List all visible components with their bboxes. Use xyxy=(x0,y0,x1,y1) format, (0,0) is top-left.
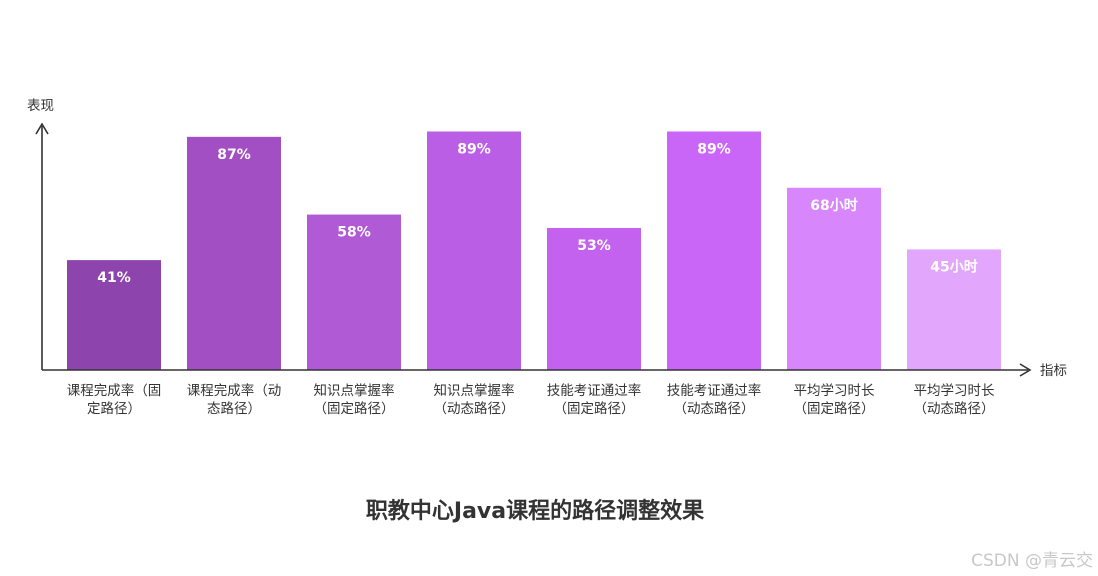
category-label-1-line-2: 定路径） xyxy=(87,401,141,417)
data-label-6: 89% xyxy=(697,141,731,157)
x-axis-arrow-icon xyxy=(1019,363,1032,377)
category-label-3-line-2: （固定路径） xyxy=(314,401,395,417)
category-label-4-line-1: 知识点掌握率 xyxy=(434,382,515,399)
bar-4 xyxy=(427,131,521,370)
watermark: CSDN @青云交 xyxy=(971,551,1093,571)
category-label-5-line-2: （固定路径） xyxy=(554,401,635,417)
labels-layer: 41% 课程完成率（固定路径） 87% 课程完成率（动态路径） 58% 知识点掌握率 （固定… xyxy=(67,141,995,417)
axes-layer xyxy=(35,122,1032,377)
category-label-6-line-2: （动态路径） xyxy=(674,401,755,417)
category-label-4-line-2: （动态路径） xyxy=(434,401,515,417)
category-label-8-line-2: （动态路径） xyxy=(914,401,995,417)
data-label-2: 87% xyxy=(217,147,251,163)
bar-3 xyxy=(307,214,401,370)
data-label-5: 53% xyxy=(577,238,611,254)
category-label-3-line-1: 知识点掌握率 xyxy=(314,382,395,399)
category-label-5-line-1: 技能考证通过率 xyxy=(547,382,642,399)
chart-title: 职教中心Java课程的路径调整效果 xyxy=(366,498,704,524)
category-label-8-line-1: 平均学习时长 xyxy=(914,383,995,399)
bars-layer xyxy=(67,131,1001,370)
bar-8 xyxy=(907,249,1001,370)
bar-6 xyxy=(667,131,761,370)
data-label-4: 89% xyxy=(457,141,491,157)
category-label-7-line-2: （固定路径） xyxy=(794,401,875,417)
y-axis-title: 表现 xyxy=(27,98,54,114)
bar-7 xyxy=(787,187,881,370)
y-axis-arrow-icon xyxy=(35,122,49,135)
data-label-8: 45小时 xyxy=(930,258,977,275)
category-label-2-line-1: 课程完成率（动 xyxy=(187,382,282,399)
category-label-6-line-1: 技能考证通过率 xyxy=(667,382,762,399)
data-label-7: 68小时 xyxy=(810,197,857,214)
bar-1 xyxy=(67,260,161,370)
bar-2 xyxy=(187,136,281,370)
data-label-1: 41% xyxy=(97,270,131,286)
bar-5 xyxy=(547,227,641,370)
category-label-7-line-1: 平均学习时长 xyxy=(794,383,875,399)
category-label-1-line-1: 课程完成率（固 xyxy=(67,382,162,399)
data-label-3: 58% xyxy=(337,225,371,241)
x-axis-title: 指标 xyxy=(1040,363,1067,379)
category-label-2-line-2: 态路径） xyxy=(207,401,261,417)
